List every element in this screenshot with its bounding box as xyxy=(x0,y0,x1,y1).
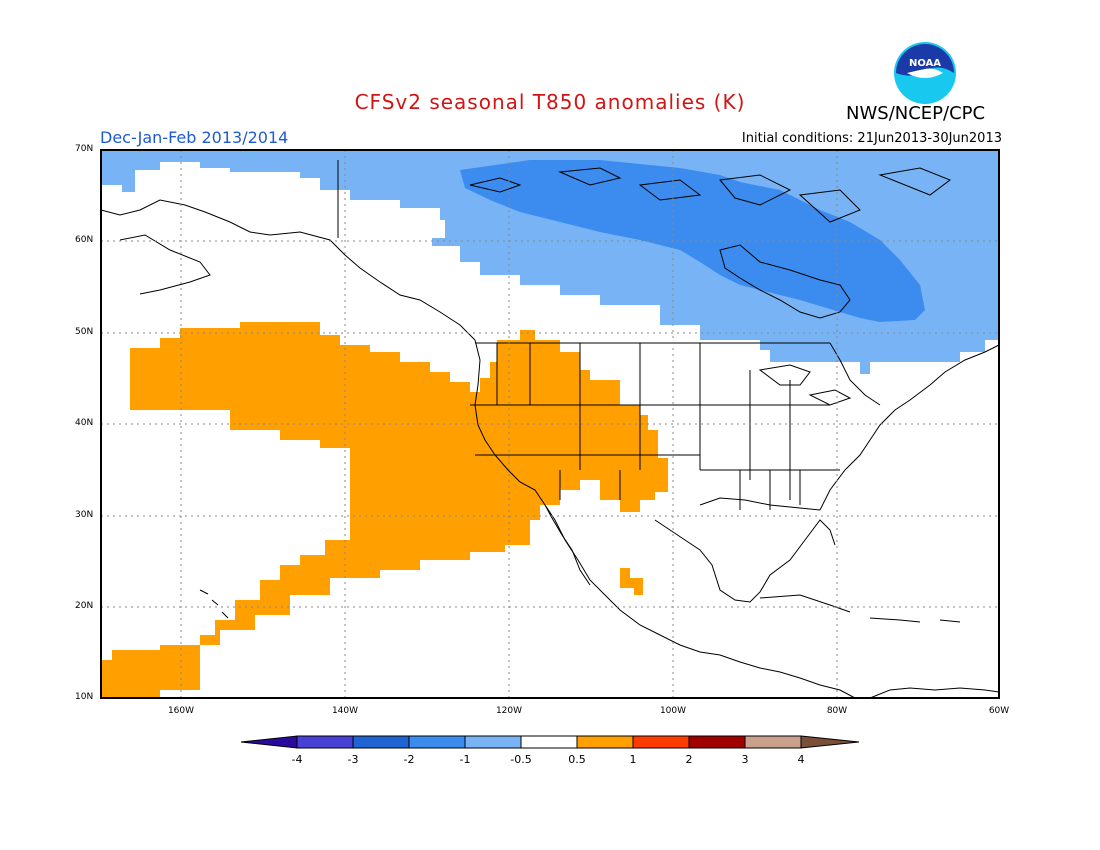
lon-label: 80W xyxy=(826,706,848,716)
forecast-period: Dec-Jan-Feb 2013/2014 xyxy=(100,128,289,147)
lon-label: 100W xyxy=(659,706,687,716)
lat-label: 40N xyxy=(75,418,94,428)
logo-text: NOAA xyxy=(909,58,941,69)
lon-label: 140W xyxy=(331,706,359,716)
colorbar-label: -3 xyxy=(347,753,359,766)
lat-label: 60N xyxy=(75,235,94,245)
colorbar-label: 0.5 xyxy=(568,753,586,766)
cold-anomaly-mid xyxy=(460,160,925,322)
lat-label: 10N xyxy=(75,692,94,702)
lat-label: 70N xyxy=(75,144,94,154)
colorbar-label: 2 xyxy=(685,753,693,766)
map-title: CFSv2 seasonal T850 anomalies (K) xyxy=(354,90,746,114)
warm-anomaly xyxy=(101,322,668,698)
colorbar-label: -2 xyxy=(403,753,415,766)
initial-conditions: Initial conditions: 21Jun2013-30Jun2013 xyxy=(741,131,1002,146)
noaa-logo: NOAA xyxy=(894,42,956,104)
colorbar-label: -1 xyxy=(459,753,471,766)
lat-label: 50N xyxy=(75,327,94,337)
lon-label: 160W xyxy=(167,706,195,716)
colorbar-label: 3 xyxy=(741,753,749,766)
colorbar-label: 4 xyxy=(797,753,805,766)
agency-label: NWS/NCEP/CPC xyxy=(846,103,986,124)
lat-label: 20N xyxy=(75,601,94,611)
colorbar xyxy=(240,735,860,749)
lon-label: 120W xyxy=(495,706,523,716)
colorbar-label: -0.5 xyxy=(510,753,532,766)
colorbar-label: -4 xyxy=(291,753,303,766)
lat-label: 30N xyxy=(75,510,94,520)
colorbar-label: 1 xyxy=(629,753,637,766)
lon-label: 60W xyxy=(988,706,1010,716)
